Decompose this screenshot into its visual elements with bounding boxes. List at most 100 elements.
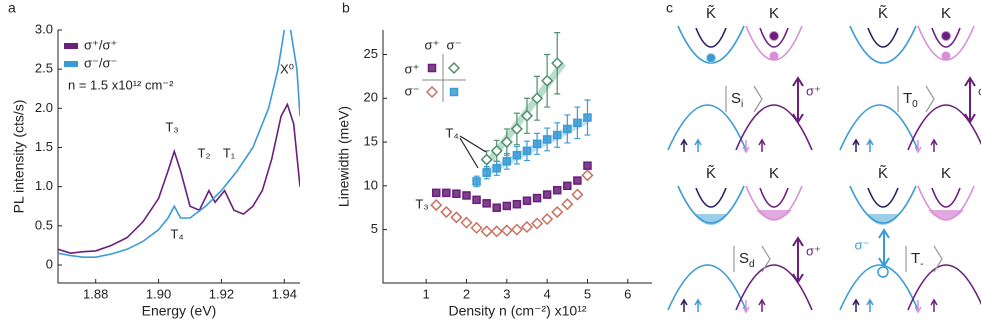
state-label: T- [911,250,924,270]
marker-diamond [440,206,453,219]
panel-label: a [8,0,16,16]
marker-square [502,157,512,166]
state-subscript: - [920,259,923,270]
x-tick-label: 2 [463,286,470,301]
ket-bracket [905,245,943,273]
electron [706,53,716,63]
x-tick-label: 1.92 [209,286,234,301]
state-letter: S [731,90,741,107]
legend-row-label: σ⁻ [405,83,420,98]
arrow-head [694,138,702,146]
spin-arrow [680,138,688,152]
marker-diamond [470,221,483,234]
marker-diamond [450,211,463,224]
state-subscript: d [749,259,755,270]
photon-arrowhead [964,76,976,124]
arrow-head [852,298,860,306]
marker-diamond [551,206,564,219]
marker-square [492,203,501,212]
marker-square [583,161,592,170]
legend-marker [447,61,461,75]
conduction-band [931,27,961,48]
y-tick-label: 2.5 [35,61,53,76]
series-label: T₃ [415,196,428,211]
arrow-head [680,138,688,146]
state-label: Sd [739,250,755,270]
marker-square [573,176,582,185]
y-tick-label: 10 [364,177,378,192]
marker-diamond [480,225,493,238]
x-tick-label: 3 [503,286,510,301]
marker-square [522,196,532,205]
legend-marker [449,87,459,97]
legend-column-label: σ⁻ [447,37,462,52]
valence-band [907,104,981,151]
marker-square [552,185,562,195]
spin-arrow [866,138,874,152]
spin-arrow [930,138,938,152]
marker-diamond [520,109,534,122]
spectrum-line [58,30,300,258]
legend-swatch [64,61,78,67]
arrow-head [680,298,688,306]
x-tick-label: 5 [584,286,591,301]
marker-square [502,201,512,211]
photon-label: σ⁻ [855,237,870,252]
y-tick-label: 2.0 [35,100,53,115]
marker-diamond [510,122,523,135]
panel-label: b [342,0,350,16]
y-tick-label: 20 [364,90,378,105]
conduction-band [695,27,727,48]
arrow-head [930,138,938,146]
legend-column-label: σ⁺ [425,37,440,52]
x-tick-label: 1.90 [146,286,171,301]
marker-diamond [500,224,513,237]
marker-diamond [541,74,554,87]
conduction-band [867,27,899,48]
y-tick-label: 3.0 [35,21,53,36]
photon-arrowhead [878,228,890,268]
x-axis-label: Energy (eV) [142,303,217,319]
state-subscript: i [741,99,743,110]
conduction-band [677,185,745,224]
marker-square [542,190,552,199]
x-tick-label: 6 [624,286,631,301]
spin-arrow [866,298,874,312]
y-axis-label: PL intensity (cts/s) [11,100,27,214]
spin-arrow [758,138,766,152]
conduction-band [931,187,961,208]
arrow-head [758,138,766,146]
conduction-band [849,185,917,224]
y-tick-label: 5 [371,221,378,236]
arrow-head [758,298,766,306]
marker-diamond [460,216,473,229]
y-tick-label: 1.5 [35,139,53,154]
photon-arrowhead [792,76,804,124]
plot-area [58,30,300,258]
marker-square [472,177,481,186]
conduction-band [695,187,727,208]
state-diagram: K̃ KT-σ⁻ [839,164,981,311]
spin-arrow [694,298,702,312]
peak-label: T₁ [223,145,236,160]
x-tick-label: 1.94 [272,286,297,301]
x-tick-label: 1.88 [83,286,108,301]
valence-band [667,264,747,311]
state-letter: T [911,250,920,267]
axis-line [382,30,652,284]
state-diagram: K̃ K Sd σ⁺ [667,164,821,311]
photon-label: σ⁺ [806,243,821,258]
photon-arrowhead [792,236,804,284]
marker-square [542,135,552,144]
occupied-region [928,210,964,220]
conduction-band [759,187,789,208]
marker-square [563,181,572,191]
spin-arrow [758,298,766,312]
valley-label: K̃ [706,4,716,21]
conduction-band [849,25,917,64]
spin-arrow [930,298,938,312]
electron [941,31,951,41]
spin-arrow [742,300,750,314]
y-tick-label: 25 [364,46,378,61]
marker-diamond [500,135,513,149]
